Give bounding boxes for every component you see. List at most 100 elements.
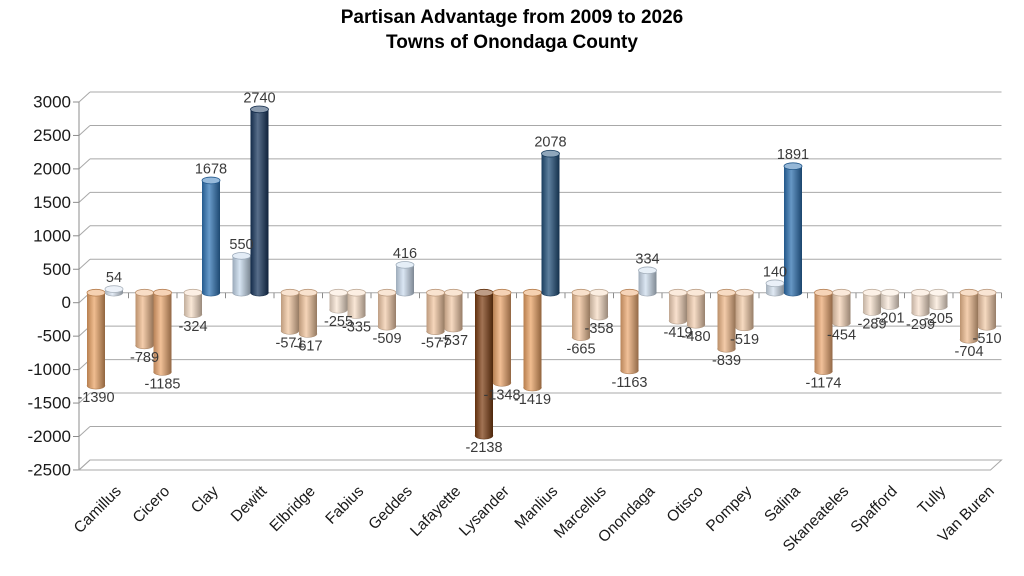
bar-top-cap <box>347 288 366 297</box>
bar-top-cap <box>250 105 269 114</box>
value-label: -299 <box>906 317 935 333</box>
bar <box>590 292 608 317</box>
bar <box>493 292 511 383</box>
value-label: 1891 <box>777 147 809 163</box>
bar-top-cap <box>589 288 609 297</box>
bar-top-cap <box>735 288 754 297</box>
bar-top-cap <box>783 162 803 170</box>
value-label: -509 <box>372 331 401 347</box>
bar-top-cap <box>232 252 251 260</box>
value-label: -617 <box>293 338 322 354</box>
gridline-side-connector <box>78 392 91 404</box>
bar-top-cap <box>911 288 930 297</box>
bar <box>347 292 366 316</box>
bar <box>863 292 881 313</box>
value-label: -289 <box>857 316 886 332</box>
bar-top-cap <box>153 288 172 297</box>
bar-top-cap <box>280 288 300 297</box>
category-label: Lafayette <box>407 483 464 540</box>
bar <box>87 292 105 386</box>
category-label: Manlius <box>512 483 562 533</box>
gridline-side-connector <box>78 426 91 437</box>
value-label: -255 <box>324 314 353 330</box>
value-label: -665 <box>566 342 595 358</box>
bar-top-cap <box>298 288 318 297</box>
value-label: -201 <box>875 311 904 327</box>
bar-top-cap <box>832 288 851 297</box>
value-label: -537 <box>439 333 468 349</box>
bar-top-cap <box>977 288 997 297</box>
y-axis-label: -1500 <box>28 394 71 413</box>
value-label: -510 <box>972 331 1001 347</box>
bar <box>378 292 396 327</box>
bar <box>978 292 996 327</box>
gridline-side-connector <box>78 91 91 103</box>
bar <box>911 292 930 313</box>
value-label: -419 <box>663 325 692 341</box>
value-label: -1174 <box>805 376 841 392</box>
value-label: -2138 <box>465 440 502 456</box>
bar <box>426 292 445 332</box>
bar-top-cap <box>377 288 397 297</box>
value-label: 1678 <box>195 161 227 177</box>
bar-top-cap <box>541 149 560 158</box>
gridline-side-connector <box>78 125 91 136</box>
y-axis-label: 0 <box>62 293 71 312</box>
category-label: Spafford <box>848 483 901 536</box>
value-label: 334 <box>635 251 659 267</box>
bar-top-cap <box>765 279 785 288</box>
bar <box>929 292 948 307</box>
bar-top-cap <box>880 288 900 297</box>
y-axis-label: 1000 <box>33 226 71 245</box>
value-label: -1419 <box>514 392 551 408</box>
value-label: 550 <box>229 237 253 253</box>
category-label: Lysander <box>456 483 513 540</box>
value-label: -704 <box>954 344 983 360</box>
bar-top-cap <box>426 288 445 297</box>
value-label: 54 <box>106 270 122 286</box>
value-label: -205 <box>924 311 953 327</box>
bar-top-cap <box>717 288 736 297</box>
bar <box>669 292 687 321</box>
bar-top-cap <box>620 288 639 297</box>
bar-top-cap <box>862 288 882 297</box>
value-label: -1390 <box>77 390 114 406</box>
floor <box>77 459 1003 471</box>
bar-top-cap <box>395 261 415 269</box>
bar-top-cap <box>571 288 591 297</box>
value-label: 140 <box>763 264 787 280</box>
category-label: Tully <box>915 483 950 518</box>
bar-top-cap <box>86 288 106 297</box>
bar <box>250 109 269 293</box>
bar-top-cap <box>492 288 512 297</box>
bar-top-cap <box>104 285 124 293</box>
category-label: Otisco <box>664 483 707 526</box>
bar <box>620 292 639 371</box>
bar-top-cap <box>183 288 203 297</box>
bar <box>814 292 833 372</box>
category-label: Cicero <box>130 483 174 527</box>
bar-top-cap <box>814 288 833 297</box>
bar <box>135 292 154 346</box>
value-label: -1185 <box>144 376 180 392</box>
bar <box>717 292 736 349</box>
bar-top-cap <box>201 176 221 185</box>
bar <box>766 283 784 293</box>
bar-top-cap <box>929 288 948 297</box>
y-axis-label: -1000 <box>28 360 71 379</box>
value-label: -571 <box>275 335 304 351</box>
value-label: -335 <box>342 320 371 336</box>
category-label: Clay <box>188 483 222 517</box>
bar <box>784 166 802 293</box>
y-axis-label: 2000 <box>33 159 71 178</box>
bar-top-cap <box>959 288 979 297</box>
value-label: -358 <box>584 321 613 337</box>
bar <box>396 264 414 293</box>
value-label: -519 <box>730 332 759 348</box>
bar <box>281 292 299 331</box>
bar-top-cap <box>686 288 706 297</box>
bar <box>960 292 978 340</box>
bar <box>572 292 590 338</box>
y-axis-label: 2500 <box>33 126 71 145</box>
